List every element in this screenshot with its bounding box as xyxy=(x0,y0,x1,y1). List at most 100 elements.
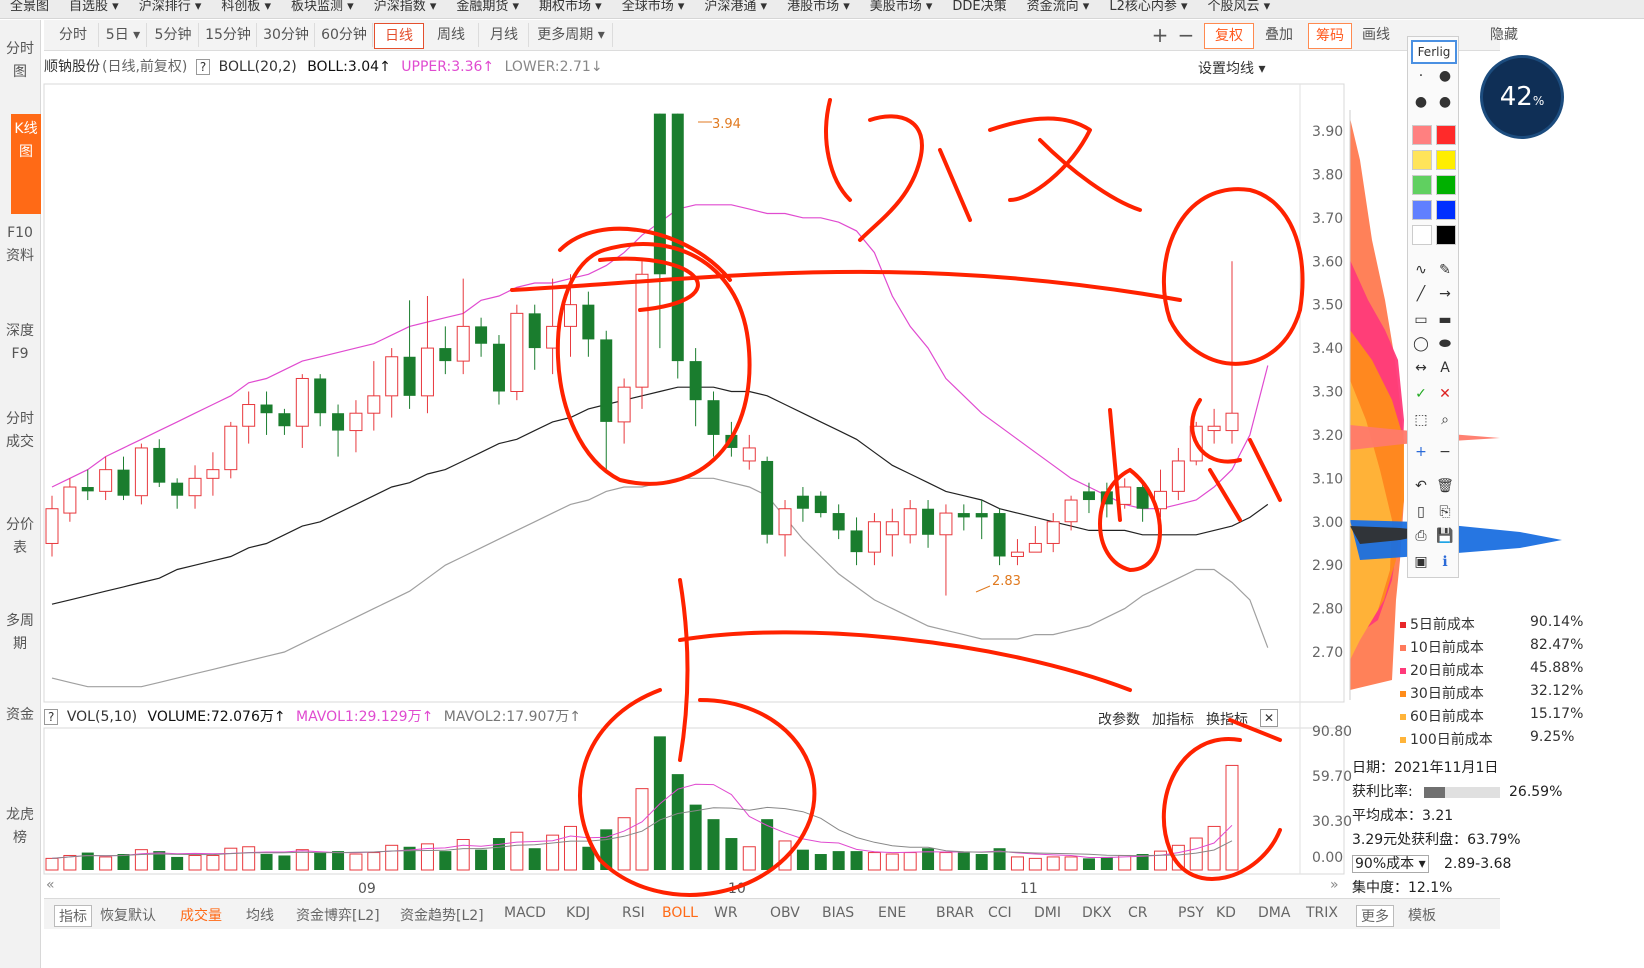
color-swatch[interactable] xyxy=(1412,150,1432,170)
indicator-tab[interactable]: 均线 xyxy=(246,908,274,924)
indicator-tab[interactable]: DMI xyxy=(1034,905,1061,921)
indicator-tab[interactable]: WR xyxy=(714,905,738,921)
file-icon[interactable]: ▯ xyxy=(1417,504,1425,520)
check-icon[interactable]: ✓ xyxy=(1415,386,1427,402)
undo-icon[interactable]: ↶ xyxy=(1415,478,1427,494)
indicator-tab[interactable]: MACD xyxy=(504,905,546,921)
top-menu-item[interactable]: 沪深港通 ▾ xyxy=(704,0,768,14)
zoom-icon[interactable]: ⌕ xyxy=(1441,412,1449,428)
draw-line-button[interactable]: 画线 xyxy=(1362,27,1390,43)
color-swatch[interactable] xyxy=(1412,225,1432,245)
indicator-tab[interactable]: KD xyxy=(1216,905,1236,921)
text-icon[interactable]: A xyxy=(1440,360,1450,376)
indicator-tab[interactable]: 恢复默认 xyxy=(100,908,156,924)
sidebar-item[interactable]: 资金 xyxy=(6,707,34,723)
top-menu-item[interactable]: 美股市场 ▾ xyxy=(869,0,933,14)
top-menu-item[interactable]: 板块监测 ▾ xyxy=(291,0,354,14)
indicator-tab[interactable]: 模板 xyxy=(1408,908,1436,924)
top-menu-item[interactable]: 全球市场 ▾ xyxy=(621,0,685,14)
color-swatch[interactable] xyxy=(1436,125,1456,145)
color-swatch[interactable] xyxy=(1412,200,1432,220)
top-menu-item[interactable]: 港股市场 ▾ xyxy=(787,0,850,14)
dot-icon[interactable]: ● xyxy=(1414,94,1428,110)
line-icon[interactable]: ╱ xyxy=(1416,286,1426,302)
filled-ellipse-icon[interactable]: ⬬ xyxy=(1439,336,1451,352)
period-button[interactable]: 周线 xyxy=(424,23,479,47)
sidebar-item[interactable]: K线图 xyxy=(11,114,41,214)
ellipse-icon[interactable]: ◯ xyxy=(1413,336,1429,352)
sidebar-item[interactable]: 分价表 xyxy=(6,517,34,556)
indicator-tab[interactable]: RSI xyxy=(622,905,645,921)
period-button[interactable]: 日线 xyxy=(374,23,424,49)
indicator-tab[interactable]: OBV xyxy=(770,905,800,921)
top-menu-item[interactable]: 金融期货 ▾ xyxy=(456,0,520,14)
filled-rectangle-icon[interactable]: ▬ xyxy=(1438,312,1452,328)
indicator-tab[interactable]: DKX xyxy=(1082,905,1112,921)
sidebar-item[interactable]: 分时成交 xyxy=(6,411,34,450)
indicator-tab[interactable]: BOLL xyxy=(662,905,698,921)
period-button[interactable]: 5分钟 xyxy=(148,23,199,47)
dot-icon[interactable]: ● xyxy=(1438,94,1452,110)
color-swatch[interactable] xyxy=(1436,175,1456,195)
sidebar-item[interactable]: 龙虎榜 xyxy=(6,807,34,846)
pen-icon[interactable]: ✎ xyxy=(1439,262,1451,278)
period-button[interactable]: 15分钟 xyxy=(200,23,257,47)
save-icon[interactable]: 💾 xyxy=(1436,528,1454,544)
minus-icon[interactable]: − xyxy=(1439,444,1451,460)
indicator-tab[interactable]: 资金博弈[L2] xyxy=(296,908,380,924)
sidebar-item[interactable]: 多周期 xyxy=(6,613,34,652)
close-icon[interactable]: ✕ xyxy=(1260,709,1278,727)
period-button[interactable]: 月线 xyxy=(480,23,529,47)
top-menu-item[interactable]: DDE决策 xyxy=(952,0,1007,14)
indicator-tab[interactable]: PSY xyxy=(1178,905,1204,921)
top-menu-item[interactable]: 科创板 ▾ xyxy=(221,0,272,14)
top-menu-item[interactable]: 期权市场 ▾ xyxy=(539,0,602,14)
indicator-tab[interactable]: 成交量 xyxy=(180,908,222,924)
indicator-tab[interactable]: DMA xyxy=(1258,905,1291,921)
set-ma-dropdown[interactable]: 设置均线 ▾ xyxy=(1198,61,1266,77)
indicator-tab[interactable]: CCI xyxy=(988,905,1012,921)
print-icon[interactable]: ⎙ xyxy=(1415,528,1427,544)
dot-large-icon[interactable]: ● xyxy=(1438,68,1452,84)
progress-badge[interactable]: 42% xyxy=(1480,55,1564,139)
overlay-button[interactable]: 叠加 xyxy=(1265,27,1293,43)
color-swatch[interactable] xyxy=(1412,125,1432,145)
add-icon[interactable]: + xyxy=(1415,444,1427,460)
indicator-tab[interactable]: BRAR xyxy=(936,905,975,921)
top-menu-item[interactable]: 个股风云 ▾ xyxy=(1207,0,1271,14)
indicator-tab[interactable]: TRIX xyxy=(1306,905,1338,921)
top-menu-item[interactable]: L2核心内参 ▾ xyxy=(1109,0,1188,14)
sidebar-item[interactable]: 分时图 xyxy=(6,41,34,80)
indicator-tab[interactable]: ENE xyxy=(878,905,907,921)
dot-small-icon[interactable]: · xyxy=(1418,68,1424,84)
indicator-tab[interactable]: CR xyxy=(1128,905,1148,921)
indicator-tab[interactable]: 更多 xyxy=(1356,905,1394,927)
top-menu-item[interactable]: 自选股 ▾ xyxy=(69,0,119,14)
zoom-in-button[interactable]: + xyxy=(1151,23,1169,47)
period-button[interactable]: 5日 ▾ xyxy=(100,23,147,47)
delete-icon[interactable]: ✕ xyxy=(1439,386,1451,402)
top-menu-item[interactable]: 资金流向 ▾ xyxy=(1026,0,1090,14)
copy-icon[interactable]: ⎘ xyxy=(1439,504,1451,520)
top-menu-item[interactable]: 沪深指数 ▾ xyxy=(373,0,437,14)
change-params-button[interactable]: 改参数 xyxy=(1098,712,1140,728)
crop-icon[interactable]: ⬚ xyxy=(1414,412,1428,428)
color-swatch[interactable] xyxy=(1412,175,1432,195)
color-swatch[interactable] xyxy=(1436,225,1456,245)
period-button[interactable]: 更多周期 ▾ xyxy=(530,23,613,47)
indicator-tab[interactable]: 指标 xyxy=(54,905,92,927)
period-button[interactable]: 60分钟 xyxy=(316,23,373,47)
arrow-icon[interactable]: → xyxy=(1439,286,1451,302)
sidebar-item[interactable]: 深度F9 xyxy=(6,323,34,362)
indicator-tab[interactable]: KDJ xyxy=(566,905,591,921)
color-swatch[interactable] xyxy=(1436,200,1456,220)
period-button[interactable]: 30分钟 xyxy=(258,23,315,47)
vol-help-icon[interactable]: ? xyxy=(44,709,59,725)
info-icon[interactable]: ℹ xyxy=(1442,554,1448,570)
period-button[interactable]: 分时 xyxy=(48,23,99,47)
hide-button[interactable]: 隐藏 xyxy=(1490,27,1518,43)
top-menu-item[interactable]: 全景图 xyxy=(10,0,50,14)
rectangle-icon[interactable]: ▭ xyxy=(1414,312,1428,328)
trash-icon[interactable]: 🗑 xyxy=(1436,478,1454,494)
